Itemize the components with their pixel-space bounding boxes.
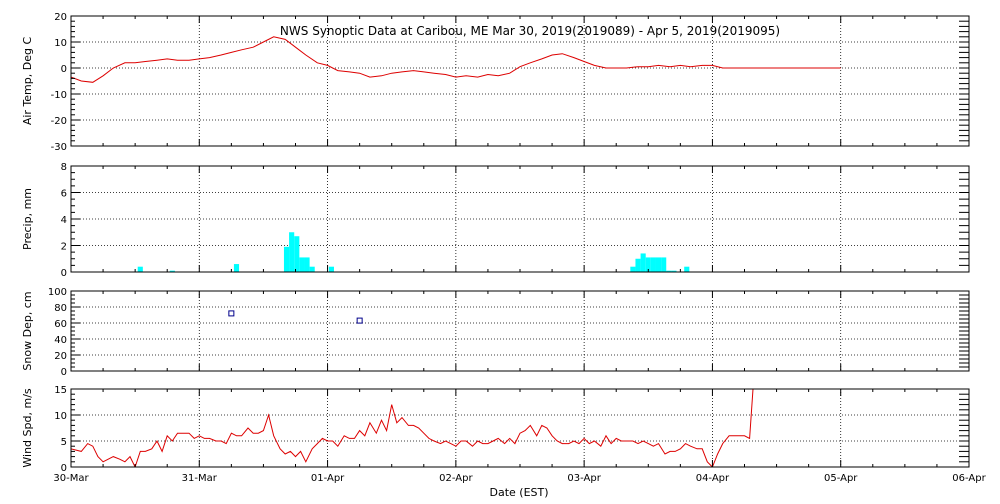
precip-bar	[299, 257, 305, 272]
x-tick-label: 05-Apr	[824, 473, 858, 484]
precip-bar	[630, 266, 636, 272]
x-tick-label: 04-Apr	[696, 473, 730, 484]
precip-bar	[650, 257, 656, 272]
precip-bar	[137, 266, 143, 272]
snowdepth-ytick-label: 0	[61, 367, 67, 378]
windspeed-ytick-label: 5	[61, 437, 67, 448]
airtemp-series-line	[71, 36, 841, 83]
snowdepth-ytick-label: 100	[48, 287, 67, 298]
airtemp-ytick-label: -10	[51, 90, 67, 101]
precip-bar	[671, 270, 677, 272]
precip-bar	[645, 257, 651, 272]
precip-bar	[283, 246, 290, 272]
airtemp-ytick-label: -30	[51, 142, 67, 153]
precip-bar	[635, 258, 641, 272]
precip-bar	[304, 257, 310, 272]
windspeed-ytick-label: 10	[54, 411, 67, 422]
snowdepth-y-axis-label: Snow Dep, cm	[21, 291, 34, 370]
windspeed-ytick-label: 0	[61, 463, 67, 474]
windspeed-series-line	[71, 389, 754, 467]
precip-ytick-label: 0	[61, 268, 67, 279]
precip-ytick-label: 2	[61, 242, 67, 253]
precip-ytick-label: 4	[61, 215, 67, 226]
precip-bar	[666, 270, 672, 272]
precip-bar	[309, 266, 315, 272]
windspeed-y-axis-label: Wind Spd, m/s	[21, 388, 34, 468]
windspeed-frame	[70, 388, 970, 468]
snowdepth-point	[228, 310, 235, 317]
snowdepth-point	[356, 317, 363, 324]
x-tick-label: 01-Apr	[311, 473, 345, 484]
chart-title: NWS Synoptic Data at Caribou, ME Mar 30,…	[280, 24, 780, 38]
x-tick-label: 30-Mar	[53, 473, 89, 484]
precip-ytick-label: 6	[61, 189, 67, 200]
precip-bar	[655, 257, 662, 272]
windspeed-ytick-label: 15	[54, 385, 67, 396]
airtemp-y-axis-label: Air Temp, Deg C	[21, 37, 34, 126]
precip-bar	[289, 232, 295, 272]
airtemp-ytick-label: -20	[51, 116, 67, 127]
precip-bar	[661, 257, 667, 272]
precip-bar	[684, 266, 690, 272]
airtemp-ytick-label: 20	[54, 12, 67, 23]
x-tick-label: 06-Apr	[952, 473, 986, 484]
snowdepth-ytick-label: 40	[54, 335, 67, 346]
precip-bar	[233, 264, 240, 272]
x-tick-label: 31-Mar	[182, 473, 218, 484]
precip-bar	[294, 236, 300, 272]
snowdepth-ytick-label: 20	[54, 351, 67, 362]
snowdepth-ytick-label: 60	[54, 319, 67, 330]
x-axis-label: Date (EST)	[489, 486, 548, 499]
snowdepth-ytick-label: 80	[54, 303, 67, 314]
precip-bar	[169, 270, 175, 272]
airtemp-ytick-label: 10	[54, 38, 67, 49]
precip-bar	[640, 253, 646, 272]
precip-bar	[328, 266, 334, 272]
airtemp-ytick-label: 0	[61, 64, 67, 75]
precip-ytick-label: 8	[61, 162, 67, 173]
x-tick-label: 03-Apr	[567, 473, 601, 484]
precip-y-axis-label: Precip, mm	[21, 188, 34, 250]
precip-frame	[70, 165, 970, 273]
snowdepth-frame	[70, 290, 970, 372]
x-tick-label: 02-Apr	[439, 473, 473, 484]
